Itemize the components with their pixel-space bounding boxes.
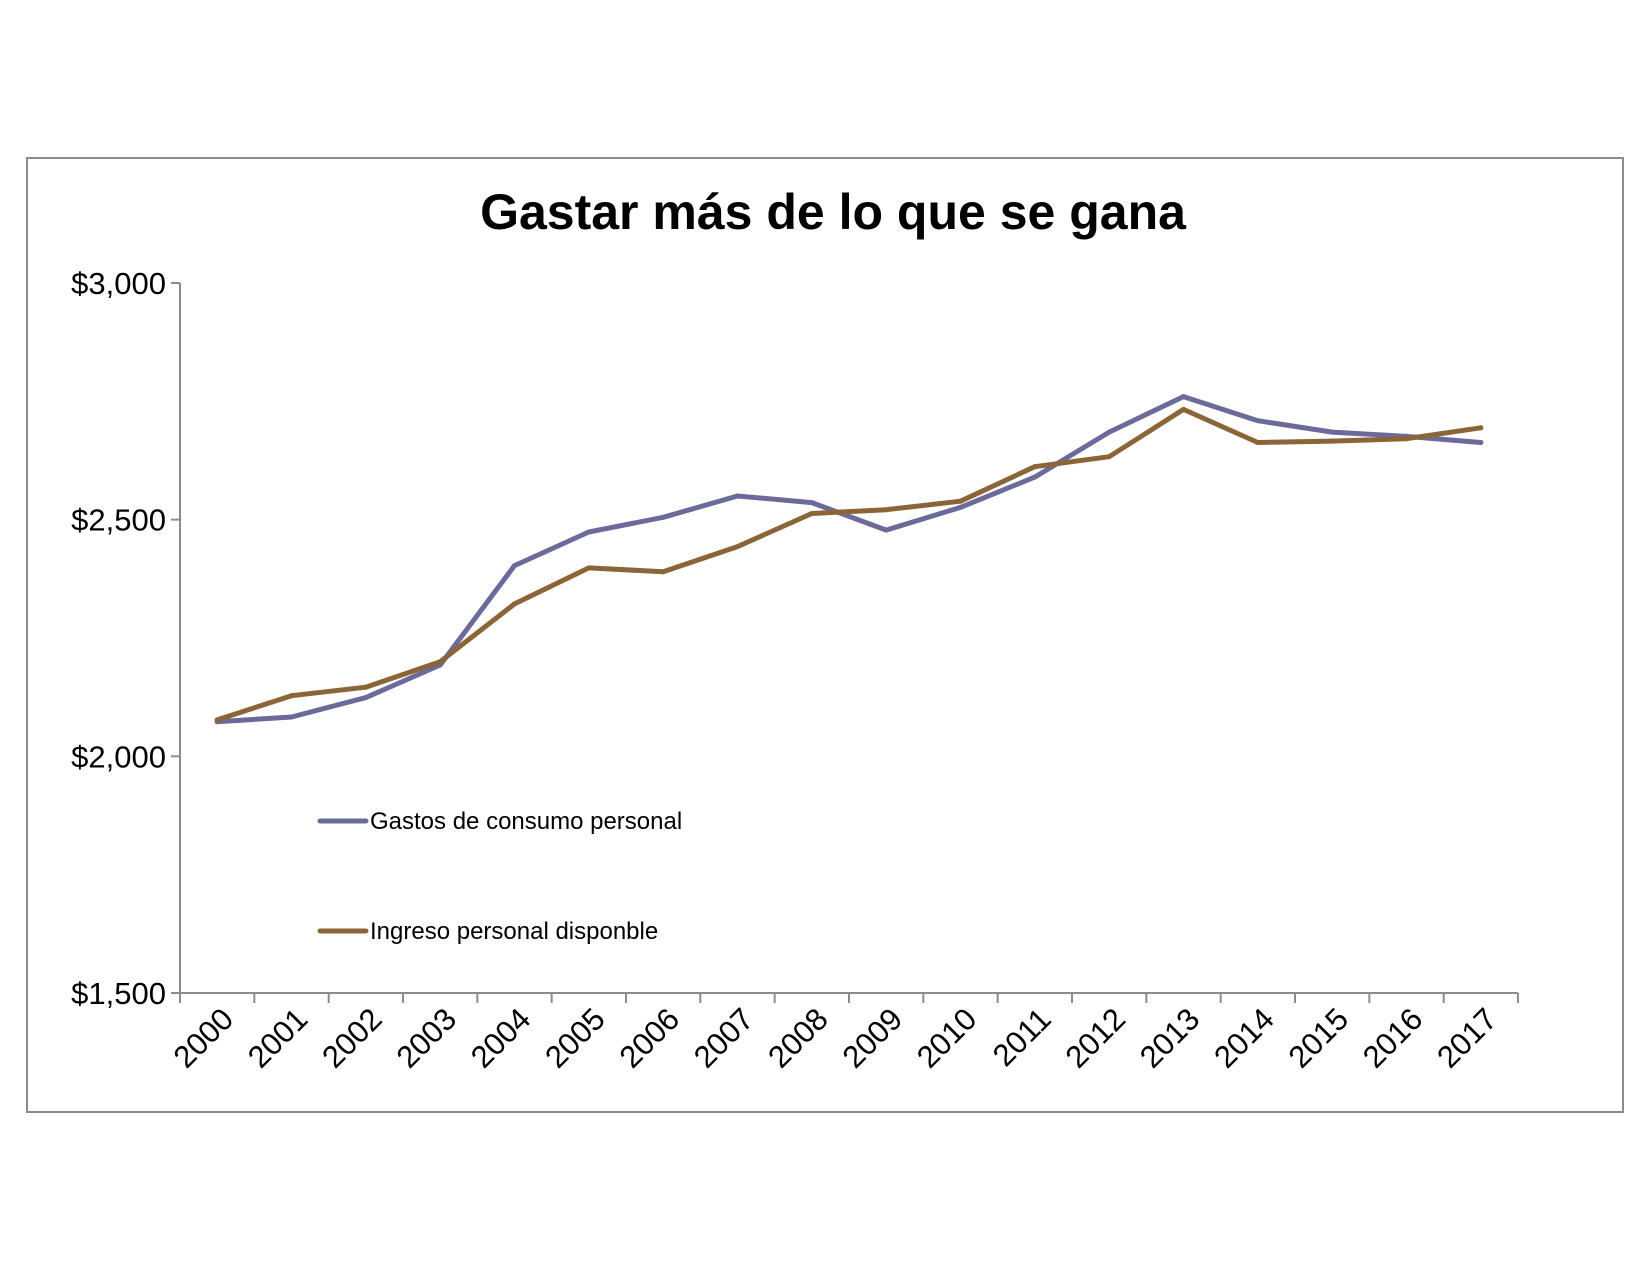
data-point bbox=[1329, 429, 1335, 435]
data-point bbox=[883, 507, 889, 513]
series-layer bbox=[214, 394, 1484, 725]
chart-frame: Gastar más de lo que se gana $1,500 $2,00… bbox=[26, 157, 1624, 1113]
y-tick-label: $2,000 bbox=[71, 739, 166, 774]
x-tick-label: 2010 bbox=[910, 1001, 984, 1075]
data-point bbox=[660, 569, 666, 575]
data-point bbox=[1478, 440, 1484, 446]
data-point bbox=[512, 563, 517, 569]
y-tick-label: $1,500 bbox=[71, 976, 166, 1011]
x-tick-label: 2005 bbox=[538, 1001, 612, 1075]
data-point bbox=[735, 544, 740, 550]
data-point bbox=[512, 601, 517, 607]
data-point bbox=[1106, 454, 1112, 460]
data-point bbox=[437, 659, 443, 665]
data-point bbox=[1255, 440, 1261, 446]
x-tick-label: 2008 bbox=[761, 1001, 835, 1075]
y-axis: $1,500 $2,000 $2,500 $3,000 bbox=[71, 266, 181, 1011]
data-point bbox=[363, 695, 369, 701]
data-point bbox=[363, 684, 369, 690]
data-point bbox=[1181, 406, 1186, 412]
data-point bbox=[1032, 464, 1038, 470]
data-point bbox=[958, 498, 963, 504]
y-tick-label: $2,500 bbox=[71, 503, 166, 538]
data-point bbox=[214, 717, 220, 723]
data-point bbox=[660, 514, 666, 520]
legend-label: Ingreso personal disponble bbox=[370, 918, 658, 945]
x-tick-label: 2017 bbox=[1430, 1001, 1504, 1075]
x-tick-label: 2003 bbox=[390, 1001, 464, 1075]
data-point bbox=[809, 511, 815, 517]
legend: Gastos de consumo personal Ingreso person… bbox=[317, 808, 682, 945]
x-tick-label: 2012 bbox=[1059, 1001, 1133, 1075]
data-point bbox=[1032, 474, 1038, 480]
y-tick-label: $3,000 bbox=[71, 266, 166, 301]
data-point bbox=[735, 493, 740, 499]
x-tick-label: 2007 bbox=[687, 1001, 761, 1075]
x-tick-label: 2016 bbox=[1356, 1001, 1430, 1075]
x-tick-label: 2011 bbox=[986, 1001, 1058, 1073]
x-tick-label: 2004 bbox=[464, 1001, 538, 1075]
data-point bbox=[1329, 438, 1335, 444]
data-point bbox=[1478, 425, 1484, 431]
data-point bbox=[1106, 429, 1112, 435]
chart-svg: Gastar más de lo que se gana $1,500 $2,00… bbox=[71, 184, 1519, 1075]
data-point bbox=[958, 504, 963, 510]
x-tick-label: 2013 bbox=[1133, 1001, 1207, 1075]
data-point bbox=[289, 714, 294, 720]
x-tick-label: 2000 bbox=[167, 1001, 241, 1075]
series-line-2 bbox=[214, 406, 1484, 723]
x-tick-label: 2014 bbox=[1207, 1001, 1281, 1075]
x-tick-label: 2006 bbox=[613, 1001, 687, 1075]
x-tick-label: 2002 bbox=[315, 1001, 389, 1075]
x-tick-label: 2015 bbox=[1282, 1001, 1356, 1075]
x-axis: 2000 2001 2002 2003 2004 2005 2006 2007 2008 2009… bbox=[167, 992, 1519, 1075]
data-point bbox=[809, 500, 815, 506]
data-point bbox=[586, 529, 592, 535]
data-point bbox=[586, 565, 592, 571]
legend-label: Gastos de consumo personal bbox=[370, 808, 682, 835]
data-point bbox=[1181, 394, 1186, 400]
data-point bbox=[883, 527, 889, 533]
x-tick-label: 2001 bbox=[241, 1001, 315, 1075]
series-line-1 bbox=[214, 394, 1484, 725]
data-point bbox=[289, 693, 294, 699]
x-tick-label: 2009 bbox=[836, 1001, 910, 1075]
data-point bbox=[1255, 418, 1261, 424]
data-point bbox=[1404, 436, 1409, 442]
chart-title: Gastar más de lo que se gana bbox=[480, 184, 1187, 240]
